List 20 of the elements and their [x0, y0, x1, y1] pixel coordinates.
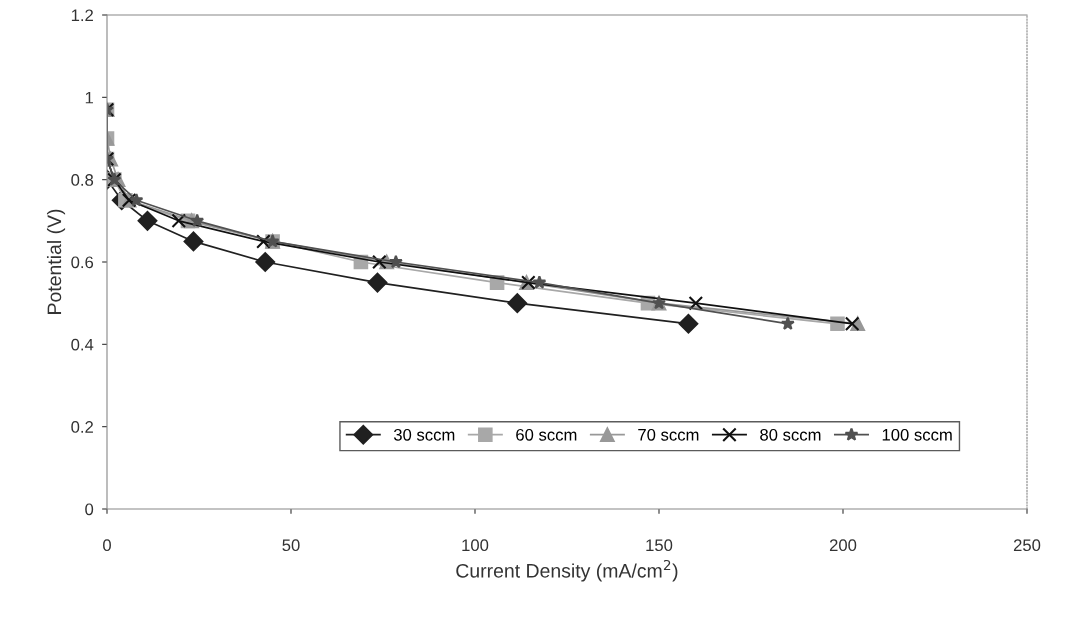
legend-label: 80 sccm: [760, 428, 821, 441]
y-tick-label: 1.2: [71, 9, 93, 22]
y-tick-label: 0.4: [71, 338, 94, 351]
x-tick-label: 50: [282, 539, 300, 552]
x-tick-label: 250: [1013, 539, 1041, 552]
y-tick-label: 0: [85, 503, 94, 516]
legend-label: 60 sccm: [516, 428, 577, 441]
legend-label: 100 sccm: [882, 428, 952, 441]
legend-label: 70 sccm: [638, 428, 699, 441]
y-tick-label: 0.2: [71, 421, 93, 433]
y-tick-label: 0.6: [71, 256, 94, 269]
x-axis-title: Current Density (mA/cm$^{2}$): [456, 559, 678, 582]
x-tick-label: 100: [462, 539, 489, 552]
x-tick-label: 0: [103, 539, 111, 552]
x-tick-label: 200: [829, 539, 857, 552]
legend-label: 30 sccm: [393, 428, 455, 441]
y-tick-label: 1: [85, 91, 93, 104]
x-tick-label: 150: [646, 539, 673, 552]
y-tick-label: 0.8: [71, 174, 94, 186]
y-axis-title: Potential (V): [46, 209, 66, 314]
